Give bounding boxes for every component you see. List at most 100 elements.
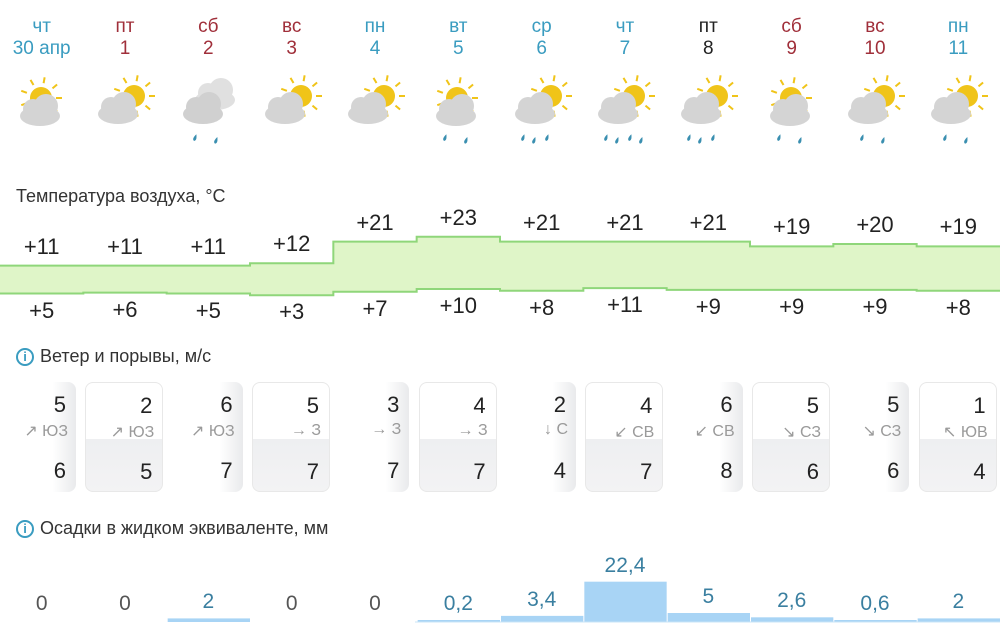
temperature-band xyxy=(0,235,1000,297)
min-temperature: +7 xyxy=(362,295,388,321)
raindrop-icon xyxy=(544,134,549,141)
cloud-icon xyxy=(264,92,305,124)
max-temperature: +19 xyxy=(939,214,977,240)
day-header[interactable]: пн 11 xyxy=(917,16,1000,60)
wind-gust: 7 xyxy=(306,459,319,484)
day-of-week: пт xyxy=(115,16,135,37)
min-temperature: +10 xyxy=(439,293,477,318)
day-header[interactable]: пт 1 xyxy=(83,16,166,60)
precip-value: 0,6 xyxy=(860,592,890,615)
max-temperature: +19 xyxy=(773,214,811,240)
wind-speed: 5 xyxy=(806,393,819,418)
wind-gust: 5 xyxy=(140,459,153,484)
day-header[interactable]: пт 8 xyxy=(667,16,750,60)
cloud-icon xyxy=(97,92,138,124)
wind-direction: → З xyxy=(371,421,402,438)
precip-value: 0,2 xyxy=(443,592,473,615)
cloud-icon xyxy=(436,94,477,126)
precip-bar xyxy=(167,618,250,622)
max-temperature: +11 xyxy=(190,233,227,259)
clouds-rain-icon xyxy=(167,72,250,152)
raindrop-icon xyxy=(615,137,619,144)
raindrop-icon xyxy=(639,137,643,144)
wind-gust: 7 xyxy=(220,458,233,483)
precip-value: 3,4 xyxy=(527,587,557,611)
precip-bar xyxy=(917,618,1000,622)
precip-bar xyxy=(834,620,917,622)
cloud-sun-rain-icon xyxy=(917,72,1000,152)
raindrop-icon xyxy=(520,134,525,141)
cloud-icon xyxy=(19,94,60,126)
wind-card: 6 ↗ ЮЗ 7 xyxy=(164,382,243,492)
temperature-title: Температура воздуха, °C xyxy=(16,186,226,206)
wind-card: 6 ↙ СВ 8 xyxy=(664,382,743,492)
wind-gust: 6 xyxy=(53,458,66,483)
wind-direction: ↗ ЮЗ xyxy=(110,424,155,441)
cloud-icon xyxy=(681,92,722,124)
min-temperature: +9 xyxy=(695,293,721,319)
wind-card: 3 → З 7 xyxy=(331,382,410,492)
day-date: 10 xyxy=(864,38,886,59)
day-of-week: пн xyxy=(364,16,386,37)
cloud-sun-rain-icon xyxy=(500,72,583,152)
day-date: 5 xyxy=(453,38,464,59)
day-header[interactable]: чт 30 апр xyxy=(0,16,83,60)
precip-section-title: i Осадки в жидком эквиваленте, мм xyxy=(16,518,328,539)
wind-gust: 4 xyxy=(553,458,566,483)
wind-direction: → З xyxy=(290,422,321,439)
precip-value: 0 xyxy=(369,592,381,615)
wind-title: Ветер и порывы, м/с xyxy=(40,346,212,366)
raindrop-icon xyxy=(443,134,447,141)
info-icon[interactable]: i xyxy=(16,519,34,538)
day-header[interactable]: вс 3 xyxy=(250,16,333,60)
wind-card: 5 ↗ ЮЗ 6 xyxy=(0,382,76,492)
day-header[interactable]: сб 2 xyxy=(167,16,250,60)
wind-speed: 3 xyxy=(387,392,400,417)
sun-cloud-rain-icon xyxy=(417,72,500,152)
day-date: 8 xyxy=(703,38,714,59)
wind-gust: 6 xyxy=(887,458,900,483)
raindrop-icon xyxy=(214,137,218,144)
raindrop-icon xyxy=(776,134,781,141)
raindrop-icon xyxy=(943,134,947,141)
sun-cloud-rain-icon xyxy=(750,72,833,152)
precip-bar xyxy=(584,581,667,622)
wind-card: 2 ↓ С 4 xyxy=(498,382,576,492)
wind-gust: 4 xyxy=(973,459,986,484)
precip-bar xyxy=(751,617,834,622)
sun-cloud-icon xyxy=(0,72,83,152)
raindrop-icon xyxy=(698,137,702,144)
day-of-week: пн xyxy=(947,16,969,37)
day-header[interactable]: пн 4 xyxy=(333,16,416,60)
precip-title: Осадки в жидком эквиваленте, мм xyxy=(40,518,329,538)
precip-value: 22,4 xyxy=(604,553,646,577)
day-header[interactable]: ср 6 xyxy=(500,16,583,60)
day-header[interactable]: вт 5 xyxy=(417,16,500,60)
day-header[interactable]: чт 7 xyxy=(583,16,666,60)
wind-card: 2 ↗ ЮЗ 5 xyxy=(85,382,164,492)
raindrop-icon xyxy=(881,137,885,144)
cloud-icon xyxy=(183,92,224,124)
raindrop-icon xyxy=(604,134,608,141)
day-headers: чт 30 апр пт 1 сб 2 вс 3 пн 4 вт 5 ср 6 чт 7 пт 8 сб 9 вс 10 п… xyxy=(0,16,1000,60)
wind-gust: 7 xyxy=(473,459,486,484)
min-temperature: +5 xyxy=(195,297,221,323)
min-temperature: +9 xyxy=(862,293,888,319)
max-temperature: +11 xyxy=(107,233,143,259)
precip-value: 5 xyxy=(702,585,715,608)
max-temperature: +11 xyxy=(23,233,60,259)
wind-direction: ↘ СЗ xyxy=(862,423,902,440)
day-date: 6 xyxy=(536,38,547,59)
wind-direction: ↗ ЮЗ xyxy=(190,423,235,440)
info-icon[interactable]: i xyxy=(16,347,34,366)
day-header[interactable]: сб 9 xyxy=(750,16,833,60)
precip-value: 2 xyxy=(202,590,215,614)
wind-speed: 1 xyxy=(973,393,986,418)
wind-speed: 5 xyxy=(53,392,66,417)
cloud-icon xyxy=(847,92,888,124)
day-of-week: чт xyxy=(32,16,51,37)
wind-speed: 5 xyxy=(306,393,319,418)
wind-speed: 6 xyxy=(220,392,233,417)
day-header[interactable]: вс 10 xyxy=(833,16,916,60)
wind-direction: ↙ СВ xyxy=(694,423,735,440)
